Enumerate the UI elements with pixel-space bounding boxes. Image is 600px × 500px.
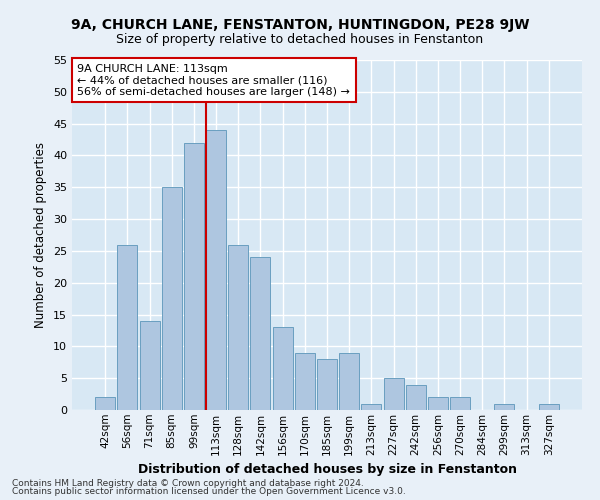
Bar — [539, 404, 559, 410]
Bar — [118, 244, 137, 410]
Bar — [295, 352, 315, 410]
Bar — [494, 404, 514, 410]
Bar — [383, 378, 404, 410]
Bar — [162, 188, 182, 410]
Bar — [339, 352, 359, 410]
Bar — [450, 398, 470, 410]
Text: 9A, CHURCH LANE, FENSTANTON, HUNTINGDON, PE28 9JW: 9A, CHURCH LANE, FENSTANTON, HUNTINGDON,… — [71, 18, 529, 32]
Text: 9A CHURCH LANE: 113sqm
← 44% of detached houses are smaller (116)
56% of semi-de: 9A CHURCH LANE: 113sqm ← 44% of detached… — [77, 64, 350, 96]
Bar — [406, 384, 426, 410]
Bar — [228, 244, 248, 410]
Y-axis label: Number of detached properties: Number of detached properties — [34, 142, 47, 328]
Bar — [184, 142, 204, 410]
Text: Contains public sector information licensed under the Open Government Licence v3: Contains public sector information licen… — [12, 487, 406, 496]
X-axis label: Distribution of detached houses by size in Fenstanton: Distribution of detached houses by size … — [137, 463, 517, 476]
Text: Size of property relative to detached houses in Fenstanton: Size of property relative to detached ho… — [116, 32, 484, 46]
Bar — [95, 398, 115, 410]
Bar — [272, 328, 293, 410]
Bar — [140, 321, 160, 410]
Bar — [428, 398, 448, 410]
Text: Contains HM Land Registry data © Crown copyright and database right 2024.: Contains HM Land Registry data © Crown c… — [12, 478, 364, 488]
Bar — [317, 359, 337, 410]
Bar — [361, 404, 382, 410]
Bar — [206, 130, 226, 410]
Bar — [250, 258, 271, 410]
